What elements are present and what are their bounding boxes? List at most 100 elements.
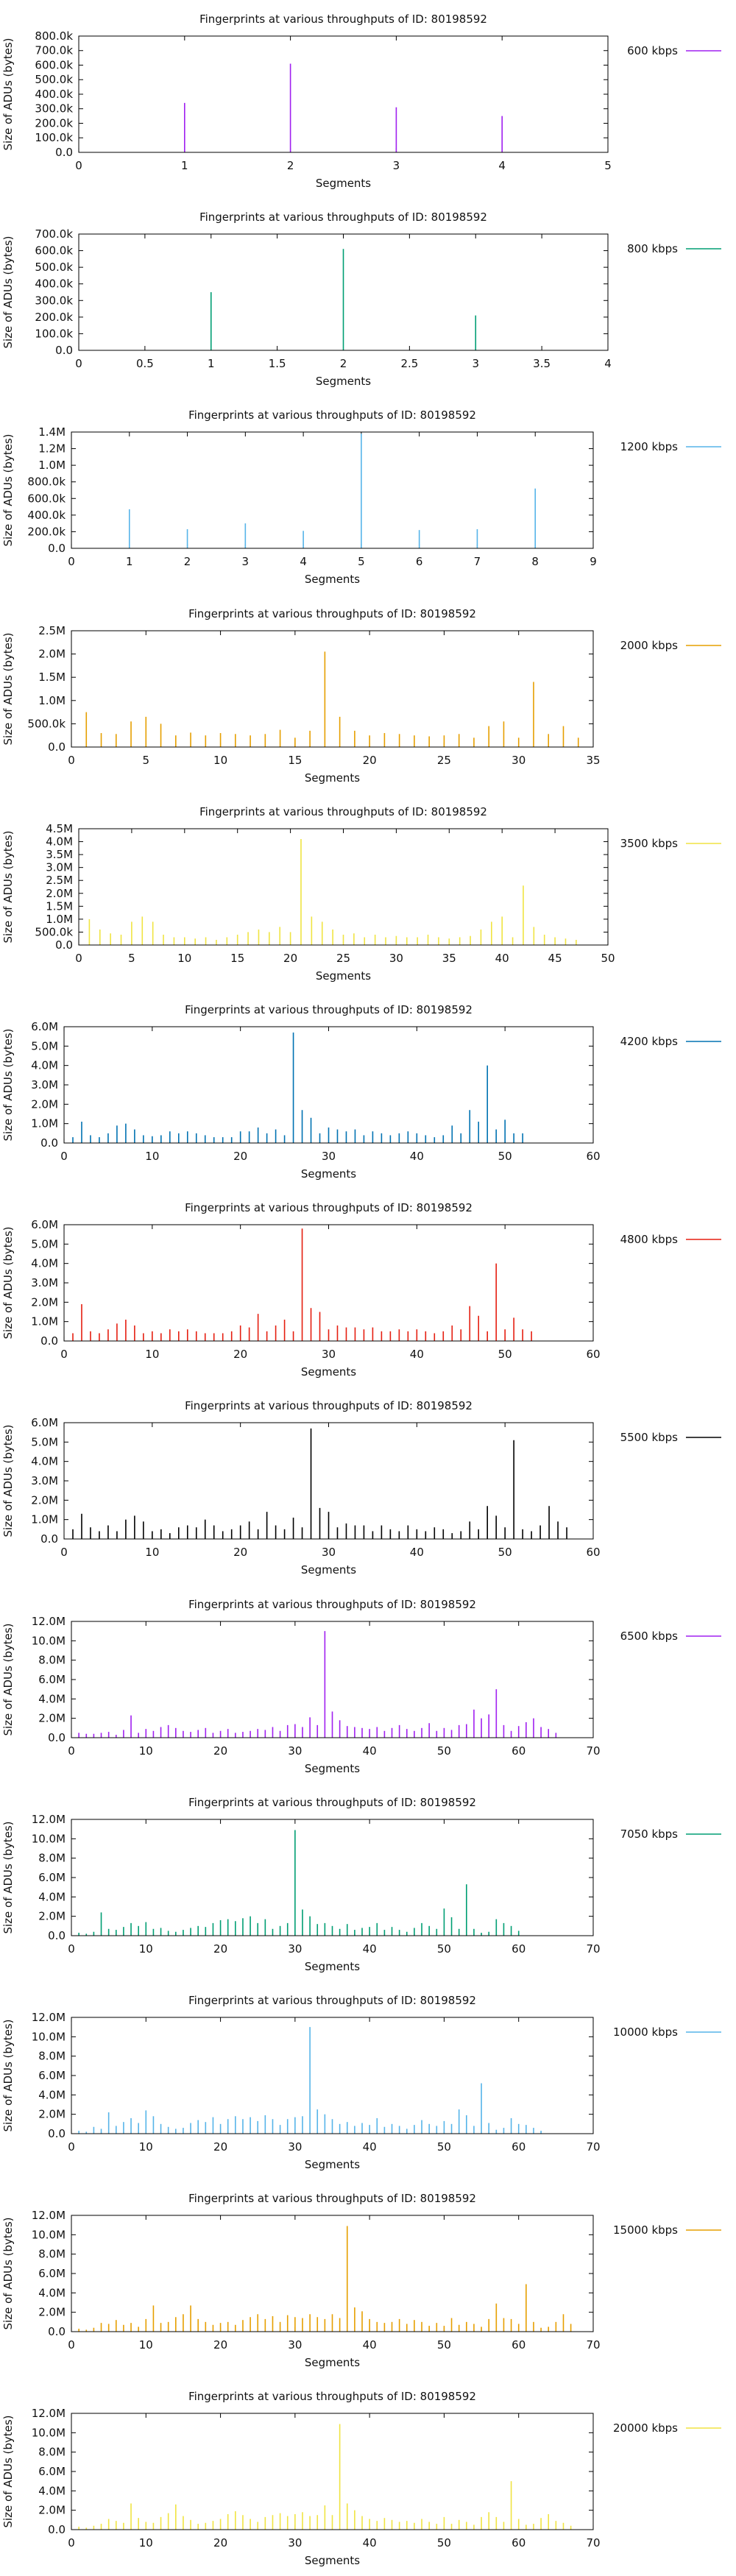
y-tick-label: 600.0k: [27, 492, 66, 506]
y-tick-label: 5.0M: [31, 1238, 58, 1251]
x-tick-label: 20: [213, 1744, 227, 1758]
y-tick-label: 10.0M: [32, 2030, 66, 2043]
x-tick-label: 2.5: [400, 357, 418, 370]
x-tick-label: 10: [139, 2140, 153, 2154]
x-tick-label: 20: [213, 2338, 227, 2352]
x-tick-label: 50: [498, 1348, 512, 1361]
y-tick-label: 5.0M: [31, 1039, 58, 1052]
y-tick-label: 6.0M: [31, 1020, 58, 1033]
x-tick-label: 7: [474, 555, 481, 568]
y-tick-label: 12.0M: [32, 2407, 66, 2420]
x-tick-label: 50: [437, 2338, 451, 2352]
plot-frame: [71, 630, 594, 748]
y-tick-label: 0.0: [55, 938, 73, 952]
y-tick-label: 500.0k: [35, 925, 73, 938]
y-tick-label: 6.0M: [38, 1871, 66, 1884]
x-tick-label: 60: [586, 1150, 600, 1163]
x-tick-label: 0: [68, 2338, 75, 2352]
x-tick-label: 40: [410, 1546, 424, 1559]
y-tick-label: 4.0M: [38, 2485, 66, 2498]
legend-label: 800 kbps: [627, 242, 678, 255]
x-tick-label: 60: [586, 1348, 600, 1361]
y-tick-label: 3.0M: [31, 1276, 58, 1289]
y-axis-label: Size of ADUs (bytes): [1, 236, 15, 349]
x-tick-label: 25: [336, 952, 350, 965]
x-tick-label: 60: [512, 2140, 526, 2154]
x-tick-label: 5: [358, 555, 365, 568]
y-tick-label: 400.0k: [35, 88, 73, 101]
y-axis-label: Size of ADUs (bytes): [1, 1028, 15, 1141]
x-tick-label: 10: [145, 1150, 159, 1163]
y-axis-label: Size of ADUs (bytes): [1, 1425, 15, 1538]
y-tick-label: 4.0M: [31, 1257, 58, 1270]
plot-frame: [63, 1224, 594, 1342]
x-tick-label: 25: [437, 754, 451, 767]
chart-title: Fingerprints at various throughputs of I…: [188, 1994, 476, 2007]
y-tick-label: 3.0M: [31, 1474, 58, 1487]
y-axis-label: Size of ADUs (bytes): [1, 2416, 15, 2528]
chart-title: Fingerprints at various throughputs of I…: [188, 607, 476, 620]
x-tick-label: 5: [143, 754, 150, 767]
x-tick-label: 20: [363, 754, 377, 767]
x-tick-label: 40: [410, 1150, 424, 1163]
y-tick-label: 600.0k: [35, 244, 73, 258]
legend-label: 10000 kbps: [613, 2025, 678, 2039]
y-tick-label: 2.0M: [38, 1909, 66, 1922]
x-axis-label: Segments: [316, 375, 371, 388]
plot-frame: [78, 828, 609, 946]
y-tick-label: 12.0M: [32, 1615, 66, 1628]
x-tick-label: 35: [586, 754, 600, 767]
y-tick-label: 8.0M: [38, 2248, 66, 2261]
y-tick-label: 6.0M: [38, 2069, 66, 2082]
x-axis-label: Segments: [305, 2356, 360, 2369]
plot-frame: [78, 233, 609, 351]
y-tick-label: 0.0: [48, 2523, 66, 2536]
x-axis-label: Segments: [301, 1167, 356, 1181]
x-tick-label: 10: [139, 1942, 153, 1956]
y-tick-label: 2.0M: [38, 647, 66, 660]
x-tick-label: 30: [288, 2536, 302, 2550]
x-tick-label: 2: [340, 357, 347, 370]
x-tick-label: 70: [586, 1942, 600, 1956]
y-tick-label: 800.0k: [27, 475, 66, 489]
plot-frame: [71, 431, 594, 549]
y-tick-label: 4.0M: [38, 2088, 66, 2101]
y-tick-label: 500.0k: [35, 261, 73, 274]
y-tick-label: 2.0M: [46, 887, 73, 900]
y-tick-label: 4.0M: [31, 1059, 58, 1072]
x-tick-label: 40: [495, 952, 509, 965]
x-tick-label: 4: [300, 555, 307, 568]
x-tick-label: 60: [512, 1744, 526, 1758]
x-tick-label: 15: [288, 754, 302, 767]
y-tick-label: 2.0M: [31, 1097, 58, 1111]
y-tick-label: 500.0k: [27, 717, 66, 730]
x-tick-label: 70: [586, 2140, 600, 2154]
y-tick-label: 6.0M: [31, 1218, 58, 1231]
x-tick-label: 30: [322, 1348, 336, 1361]
x-tick-label: 40: [363, 2338, 377, 2352]
y-tick-label: 300.0k: [35, 102, 73, 116]
x-tick-label: 0: [68, 2140, 75, 2154]
x-tick-label: 1: [126, 555, 133, 568]
x-tick-label: 20: [233, 1150, 247, 1163]
y-tick-label: 4.0M: [38, 1692, 66, 1705]
x-tick-label: 30: [322, 1150, 336, 1163]
x-tick-label: 0: [60, 1348, 68, 1361]
x-tick-label: 60: [512, 2338, 526, 2352]
y-tick-label: 400.0k: [27, 509, 66, 522]
x-tick-label: 20: [213, 1942, 227, 1956]
chart-panel-2: Fingerprints at various throughputs of I…: [1, 210, 721, 388]
x-tick-label: 70: [586, 2338, 600, 2352]
y-axis-label: Size of ADUs (bytes): [1, 38, 15, 150]
chart-panel-13: Fingerprints at various throughputs of I…: [1, 2390, 721, 2567]
y-tick-label: 1.4M: [38, 425, 66, 439]
y-tick-label: 800.0k: [35, 29, 73, 43]
y-tick-label: 1.2M: [38, 442, 66, 456]
y-tick-label: 4.5M: [46, 822, 73, 835]
plot-frame: [71, 2215, 594, 2332]
x-tick-label: 0: [68, 1744, 75, 1758]
chart-title: Fingerprints at various throughputs of I…: [185, 1003, 473, 1016]
y-tick-label: 1.0M: [31, 1513, 58, 1526]
x-tick-label: 4: [498, 159, 506, 172]
y-tick-label: 8.0M: [38, 2446, 66, 2459]
